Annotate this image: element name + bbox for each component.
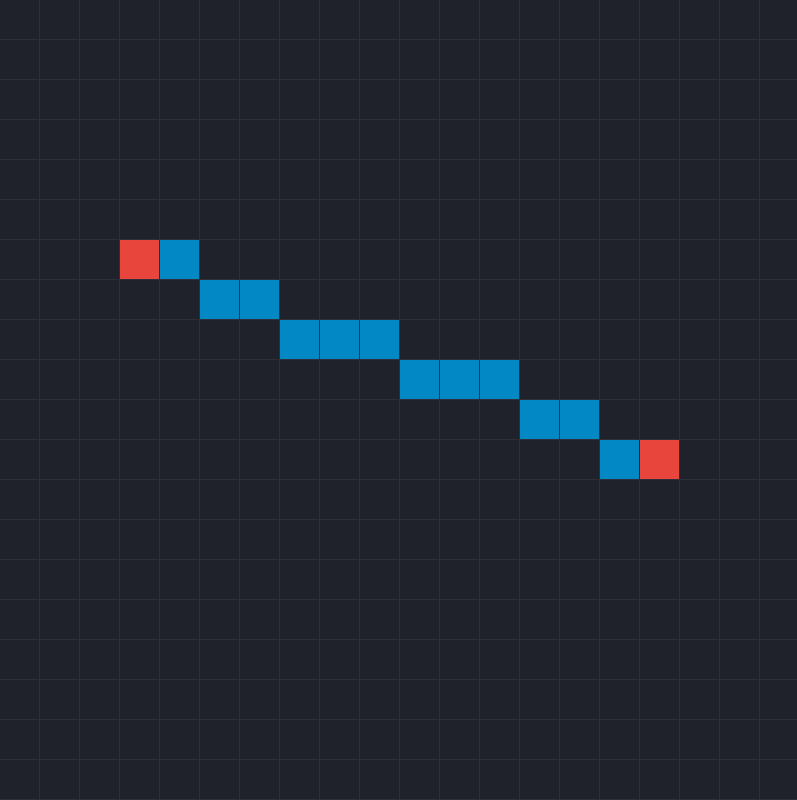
path-cell bbox=[360, 320, 399, 359]
path-cell bbox=[600, 440, 639, 479]
path-cell bbox=[160, 240, 199, 279]
path-cell bbox=[280, 320, 319, 359]
path-cell bbox=[520, 400, 559, 439]
path-cell bbox=[440, 360, 479, 399]
path-cell bbox=[200, 280, 239, 319]
path-cell bbox=[400, 360, 439, 399]
path-cell bbox=[240, 280, 279, 319]
path-cell bbox=[480, 360, 519, 399]
endpoint-cell bbox=[120, 240, 159, 279]
path-cell bbox=[560, 400, 599, 439]
path-cell bbox=[320, 320, 359, 359]
endpoint-cell bbox=[640, 440, 679, 479]
